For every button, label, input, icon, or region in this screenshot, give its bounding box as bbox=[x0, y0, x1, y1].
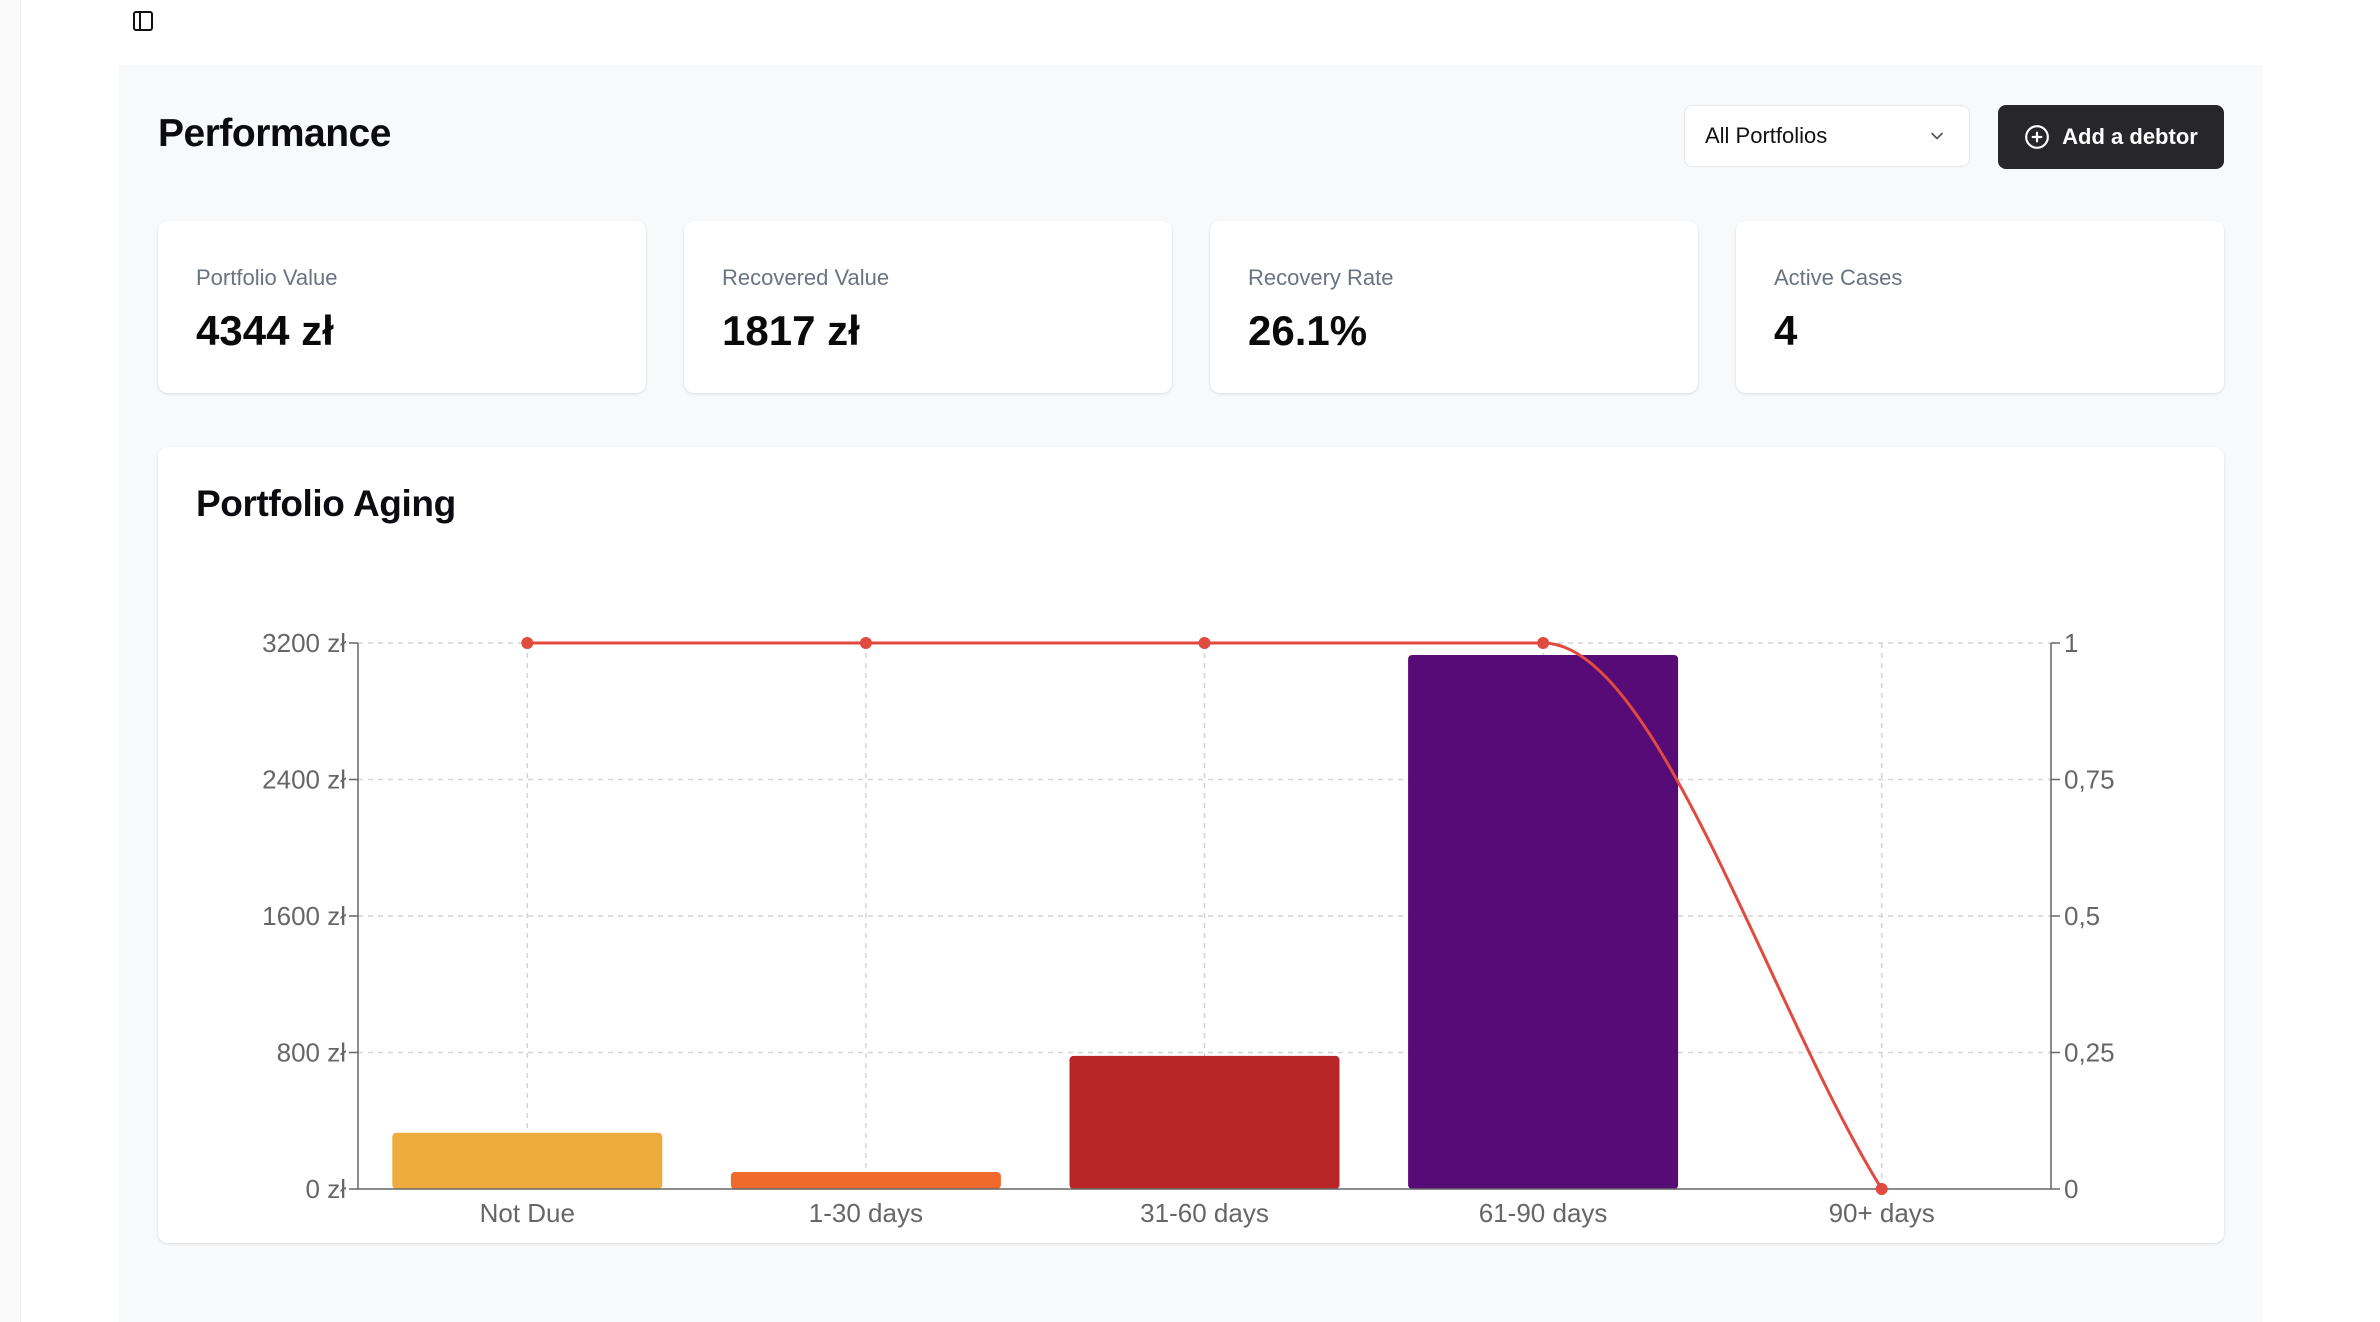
y-left-tick-label: 3200 zł bbox=[262, 628, 346, 658]
bar-not-due bbox=[392, 1132, 663, 1189]
x-tick-label: 90+ days bbox=[1829, 1198, 1935, 1228]
stat-label: Portfolio Value bbox=[196, 265, 338, 290]
line-point bbox=[1198, 637, 1211, 649]
portfolio-select-value: All Portfolios bbox=[1705, 123, 1828, 148]
x-tick-label: 1-30 days bbox=[809, 1198, 923, 1228]
y-left-tick-label: 1600 zł bbox=[262, 901, 346, 931]
main-content: Performance All Portfolios Add a debtor … bbox=[119, 65, 2262, 1322]
stat-label: Recovered Value bbox=[722, 265, 890, 290]
y-right-tick-label: 0,75 bbox=[2064, 765, 2115, 795]
chevron-down-icon bbox=[1931, 132, 1943, 140]
portfolio-aging-card: Portfolio Aging 0 zł 800 zł 1600 zł 2400 zł… bbox=[158, 447, 2224, 1243]
stat-label: Recovery Rate bbox=[1248, 265, 1394, 290]
y-left-tick-label: 0 zł bbox=[306, 1174, 347, 1204]
stat-value: 26.1% bbox=[1248, 307, 1368, 354]
y-right-tick-label: 1 bbox=[2064, 628, 2078, 658]
stat-value: 4 bbox=[1774, 307, 1798, 354]
plus-circle-icon bbox=[2025, 125, 2050, 149]
line-point bbox=[521, 637, 534, 649]
x-tick-label: 31-60 days bbox=[1140, 1198, 1269, 1228]
portfolio-aging-chart: 0 zł 800 zł 1600 zł 2400 zł 3200 zł 0 0,25 0,5 0… bbox=[262, 628, 2115, 1228]
stat-value: 1817 zł bbox=[722, 307, 860, 354]
y-right-tick-label: 0,5 bbox=[2064, 901, 2100, 931]
x-tick-label: 61-90 days bbox=[1479, 1198, 1608, 1228]
y-left-tick-label: 800 zł bbox=[277, 1038, 347, 1068]
bar-1-30-days bbox=[730, 1171, 1001, 1189]
stat-card-active-cases: Active Cases 4 bbox=[1736, 221, 2224, 393]
stat-card-recovery-rate: Recovery Rate 26.1% bbox=[1210, 221, 1698, 393]
sidebar-toggle-button[interactable] bbox=[127, 5, 159, 37]
stat-label: Active Cases bbox=[1774, 265, 1903, 290]
y-right-tick-label: 0,25 bbox=[2064, 1038, 2115, 1068]
portfolio-select[interactable]: All Portfolios bbox=[1684, 105, 1970, 167]
stat-card-portfolio-value: Portfolio Value 4344 zł bbox=[158, 221, 646, 393]
y-left-tick-label: 2400 zł bbox=[262, 765, 346, 795]
line-point bbox=[1875, 1183, 1888, 1195]
page-title: Performance bbox=[158, 112, 391, 155]
stat-card-recovered-value: Recovered Value 1817 zł bbox=[684, 221, 1172, 393]
add-debtor-button[interactable]: Add a debtor bbox=[1998, 105, 2224, 169]
add-debtor-label: Add a debtor bbox=[2062, 124, 2198, 149]
y-right-tick-label: 0 bbox=[2064, 1174, 2078, 1204]
stat-value: 4344 zł bbox=[196, 307, 334, 354]
panel-left-icon bbox=[133, 11, 153, 31]
line-point bbox=[1537, 637, 1550, 649]
line-series bbox=[527, 641, 1883, 1190]
chart-title: Portfolio Aging bbox=[196, 483, 456, 524]
bar-61-90-days bbox=[1408, 654, 1679, 1189]
x-tick-label: Not Due bbox=[480, 1198, 575, 1228]
left-edge-strip bbox=[0, 0, 21, 1322]
bar-31-60-days bbox=[1069, 1055, 1340, 1189]
line-point bbox=[859, 637, 872, 649]
